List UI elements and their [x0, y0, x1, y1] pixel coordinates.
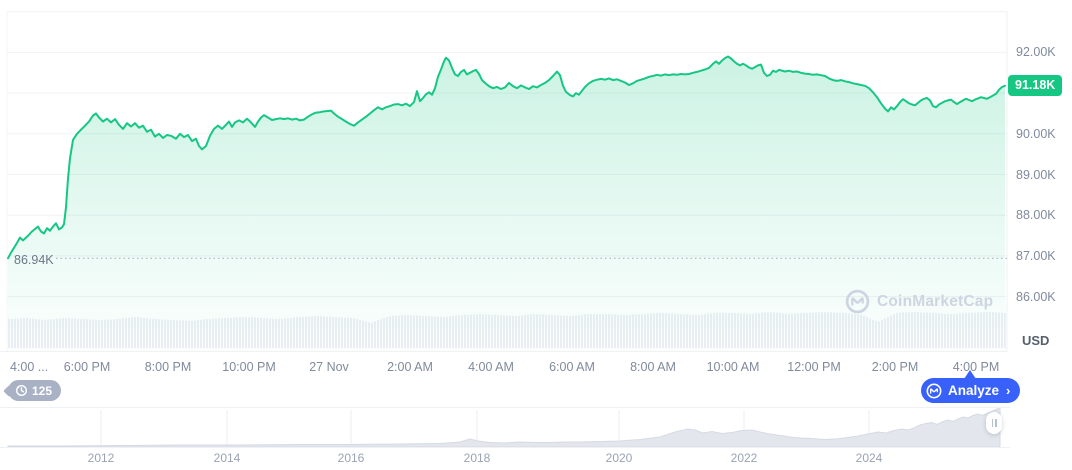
usd-unit-label: USD [1022, 333, 1050, 348]
coinmarketcap-logo-icon [845, 289, 870, 314]
time-axis-label: 8:00 AM [630, 360, 676, 374]
time-axis-label: 27 Nov [309, 360, 349, 374]
analyze-label: Analyze [948, 383, 1000, 398]
analyze-cmc-icon [926, 383, 942, 398]
minimap-year-label: 2014 [213, 451, 241, 465]
time-axis-label: 2:00 PM [871, 360, 919, 374]
time-axis-label: 10:00 PM [222, 360, 276, 374]
drag-handle-icon [991, 419, 993, 427]
time-axis-label: 4:00 ... [10, 360, 49, 374]
price-chart-canvas[interactable] [0, 0, 1010, 352]
minimap-year-label: 2012 [87, 451, 115, 465]
drag-handle-icon [995, 419, 997, 427]
time-axis-label: 6:00 PM [63, 360, 111, 374]
minimap-year-label: 2016 [337, 451, 365, 465]
minimap-handle[interactable] [986, 412, 1002, 434]
time-axis-label: 12:00 PM [787, 360, 841, 374]
time-axis-label: 8:00 PM [144, 360, 192, 374]
chevron-right-icon: › [1006, 383, 1011, 398]
low-price-label: 86.94K [14, 253, 54, 268]
minimap-year-label: 2024 [855, 451, 883, 465]
time-axis-label: 2:00 AM [387, 360, 433, 374]
minimap[interactable] [0, 407, 1010, 448]
price-axis-label: 86.00K [1016, 289, 1056, 304]
time-axis-label: 4:00 PM [952, 360, 1000, 374]
history-count: 125 [32, 383, 53, 398]
current-price-badge: 91.18K [1008, 75, 1063, 96]
time-axis-label: 4:00 AM [468, 360, 514, 374]
minimap-year-label: 2018 [463, 451, 491, 465]
history-badge-tail [3, 384, 15, 397]
price-axis-label: 87.00K [1016, 248, 1056, 263]
analyze-button[interactable]: Analyze › [921, 370, 1021, 403]
history-icon [15, 384, 28, 397]
price-line [7, 55, 1006, 260]
history-badge[interactable]: 125 [3, 380, 62, 401]
analyze-tooltip-tail [964, 370, 976, 379]
minimap-year-label: 2020 [605, 451, 633, 465]
price-axis-label: 89.00K [1016, 167, 1056, 182]
price-axis-label: 88.00K [1016, 208, 1056, 223]
watermark: CoinMarketCap [845, 289, 993, 314]
watermark-text: CoinMarketCap [877, 292, 994, 310]
minimap-area [7, 408, 1001, 447]
time-axis-label: 10:00 AM [706, 360, 760, 374]
price-axis-label: 90.00K [1016, 126, 1056, 141]
minimap-year-label: 2022 [730, 451, 758, 465]
time-axis-label: 6:00 AM [549, 360, 595, 374]
price-axis-label: 92.00K [1016, 45, 1056, 60]
price-area-fill [8, 56, 1005, 351]
